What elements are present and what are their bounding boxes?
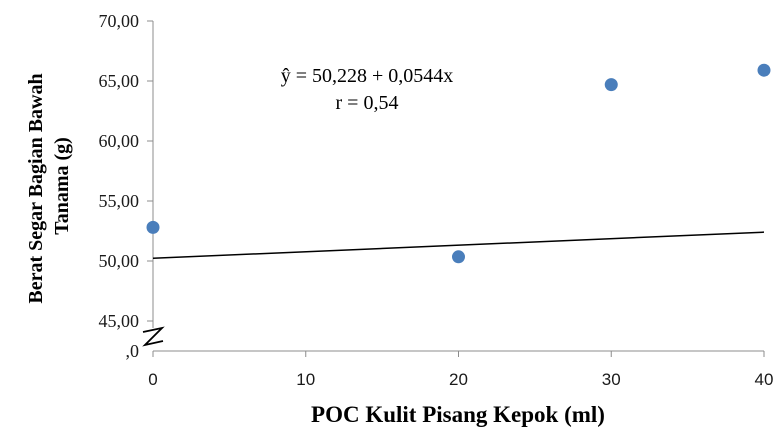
y-axis-ticks: 45,00 50,00 55,00 60,00 65,00 70,00 [99, 11, 153, 331]
x-tick-label: 10 [296, 370, 315, 389]
data-point [146, 220, 160, 234]
y-axis-title-line-2: Tanama (g) [51, 137, 73, 235]
y-tick-label: 65,00 [99, 71, 140, 91]
axis-break-mark [142, 326, 165, 347]
x-tick-label: 20 [449, 370, 468, 389]
data-point [604, 78, 618, 92]
y-tick-label: 50,00 [99, 251, 140, 271]
trendline-group [152, 231, 765, 260]
y-tick-label-partial: ,0 [126, 341, 140, 361]
correlation-coefficient: r = 0,54 [336, 92, 399, 114]
y-tick-label: 55,00 [99, 191, 140, 211]
y-tick-label: 60,00 [99, 131, 140, 151]
data-point [452, 250, 465, 264]
y-tick-label: 45,00 [99, 311, 140, 331]
trendline [152, 231, 765, 260]
y-tick-label: 70,00 [99, 11, 140, 31]
data-point [757, 63, 771, 77]
x-axis-title: POC Kulit Pisang Kepok (ml) [311, 402, 605, 427]
y-axis-title: Berat Segar Bagian Bawah Tanama (g) [25, 68, 73, 303]
regression-equation: ŷ = 50,228 + 0,0544x [281, 65, 454, 87]
y-axis-title-line-1: Berat Segar Bagian Bawah [25, 73, 47, 303]
x-tick-label: 30 [602, 370, 621, 389]
x-tick-label: 40 [755, 370, 774, 389]
x-tick-label: 0 [148, 370, 157, 389]
data-points [146, 63, 771, 264]
x-axis-ticks: 0 10 20 30 40 [148, 351, 773, 389]
